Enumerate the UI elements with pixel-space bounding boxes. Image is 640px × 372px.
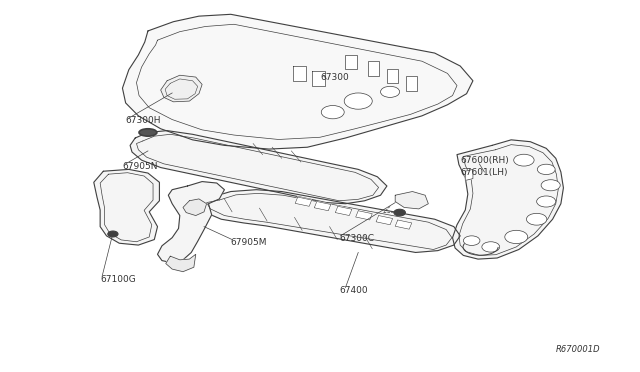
Text: 67300: 67300 — [320, 73, 349, 82]
Circle shape — [482, 242, 500, 252]
Text: 67100G: 67100G — [100, 275, 136, 283]
Text: 67600(RH): 67600(RH) — [460, 157, 509, 166]
Polygon shape — [94, 169, 159, 245]
Circle shape — [527, 213, 547, 225]
Polygon shape — [465, 169, 473, 180]
Polygon shape — [376, 215, 393, 225]
FancyBboxPatch shape — [387, 68, 398, 83]
Circle shape — [394, 209, 405, 216]
Polygon shape — [130, 131, 387, 204]
Circle shape — [344, 93, 372, 109]
Polygon shape — [293, 66, 306, 81]
Polygon shape — [452, 140, 563, 259]
Polygon shape — [295, 197, 312, 206]
Text: R670001D: R670001D — [556, 345, 600, 354]
Circle shape — [541, 180, 560, 191]
Polygon shape — [314, 202, 331, 211]
Circle shape — [381, 86, 399, 97]
Polygon shape — [312, 71, 325, 86]
Text: 67300H: 67300H — [125, 116, 161, 125]
Circle shape — [514, 154, 534, 166]
Text: 67400: 67400 — [339, 286, 368, 295]
Polygon shape — [199, 190, 460, 253]
Text: 67300C: 67300C — [339, 234, 374, 243]
Text: 67601(LH): 67601(LH) — [460, 167, 508, 177]
Polygon shape — [157, 182, 225, 263]
FancyBboxPatch shape — [406, 76, 417, 91]
Polygon shape — [161, 75, 202, 102]
FancyBboxPatch shape — [368, 61, 380, 76]
Text: 67905N: 67905N — [122, 162, 158, 171]
Circle shape — [463, 236, 480, 246]
Polygon shape — [335, 206, 352, 215]
Circle shape — [538, 164, 555, 174]
Polygon shape — [166, 254, 196, 272]
Polygon shape — [356, 211, 372, 220]
FancyBboxPatch shape — [346, 55, 357, 69]
Circle shape — [537, 196, 556, 207]
Circle shape — [505, 230, 528, 244]
Polygon shape — [122, 14, 473, 149]
Polygon shape — [183, 199, 207, 215]
Circle shape — [108, 231, 118, 237]
Circle shape — [321, 106, 344, 119]
Polygon shape — [395, 220, 412, 229]
Text: 67905M: 67905M — [231, 238, 268, 247]
Ellipse shape — [139, 129, 157, 136]
Polygon shape — [395, 192, 428, 209]
